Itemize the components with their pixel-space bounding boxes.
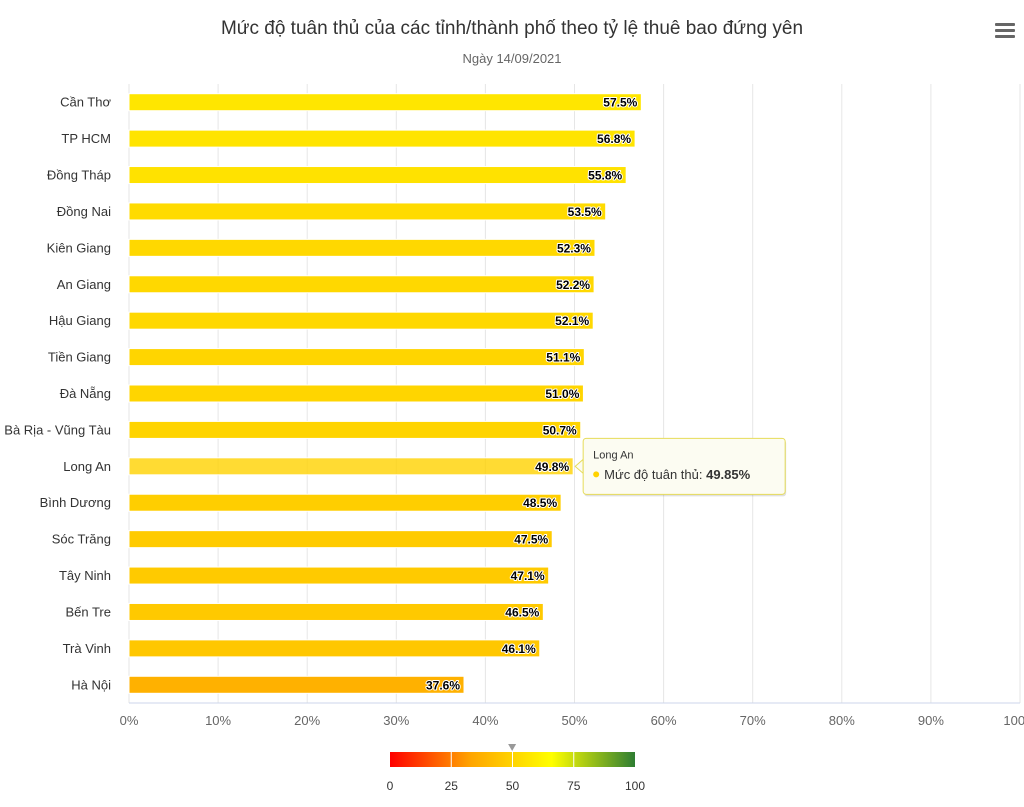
data-label: 53.5% — [568, 205, 602, 219]
bar[interactable] — [128, 166, 627, 185]
category-label: Kiên Giang — [47, 240, 111, 255]
legend-tick-label: 0 — [387, 779, 394, 793]
x-tick-label: 80% — [829, 713, 855, 728]
category-label: Tiền Giang — [48, 350, 111, 365]
category-label: Long An — [63, 459, 111, 474]
x-tick-label: 0% — [120, 713, 139, 728]
data-label: 52.3% — [557, 241, 591, 255]
category-label: Bến Tre — [65, 604, 111, 619]
data-label: 46.1% — [502, 642, 536, 656]
x-tick-label: 10% — [205, 713, 231, 728]
bar[interactable] — [128, 530, 553, 549]
chart-subtitle: Ngày 14/09/2021 — [462, 51, 561, 66]
category-label: Đồng Nai — [57, 204, 111, 219]
value-axis: 0% 10% 20% 30% 40% 50% 60% 70% 80% 90% 100% — [120, 702, 1024, 728]
data-label: 48.5% — [523, 496, 557, 510]
tooltip-category: Long An — [593, 449, 633, 461]
tooltip-value: 49.85% — [706, 467, 751, 482]
data-label: 49.8% — [535, 460, 569, 474]
tooltip-box — [582, 437, 786, 495]
bar[interactable] — [128, 129, 636, 148]
data-label: 55.8% — [588, 169, 622, 183]
tooltip-series-name: Mức độ tuân thủ: — [604, 467, 706, 482]
x-tick-label: 30% — [383, 713, 409, 728]
category-label: Hà Nội — [71, 677, 111, 692]
data-label: 52.2% — [556, 278, 590, 292]
category-label: Trà Vinh — [63, 641, 111, 656]
data-label: 57.5% — [603, 96, 637, 110]
legend-tick-label: 100 — [625, 779, 645, 793]
data-label: 56.8% — [597, 132, 631, 146]
bar[interactable] — [128, 420, 582, 439]
bar[interactable] — [128, 602, 544, 621]
menu-line — [995, 29, 1015, 32]
menu-line — [995, 23, 1015, 26]
chart-title: Mức độ tuân thủ của các tỉnh/thành phố t… — [221, 18, 803, 39]
tooltip: Long An Mức độ tuân thủ: 49.85% — [574, 437, 787, 497]
data-label: 51.1% — [546, 351, 580, 365]
bar[interactable] — [128, 311, 594, 330]
bar[interactable] — [128, 566, 550, 585]
bar[interactable] — [128, 93, 642, 112]
bar[interactable] — [128, 493, 562, 512]
data-label: 50.7% — [543, 423, 577, 437]
data-labels: 57.5% 56.8% 55.8% 53.5% 52.3% 52.2% 52.1% 51.1%… — [425, 95, 639, 694]
x-tick-label: 40% — [472, 713, 498, 728]
category-label: Cần Thơ — [60, 95, 111, 110]
x-tick-label: 90% — [918, 713, 944, 728]
bar[interactable] — [128, 238, 596, 257]
category-label: Đồng Tháp — [47, 168, 111, 183]
data-label: 51.0% — [545, 387, 579, 401]
bar[interactable] — [128, 384, 584, 403]
bar[interactable] — [128, 275, 595, 294]
category-axis: Cần Thơ TP HCM Đồng Tháp Đồng Nai Kiên Giang… — [4, 95, 111, 693]
color-legend: 0 25 50 75 100 — [387, 744, 645, 793]
category-label: Hậu Giang — [49, 313, 111, 328]
legend-tick-label: 50 — [506, 779, 520, 793]
data-label: 47.5% — [514, 533, 548, 547]
category-label: Tây Ninh — [59, 568, 111, 583]
tooltip-series: Mức độ tuân thủ: 49.85% — [604, 467, 750, 482]
x-tick-label: 50% — [561, 713, 587, 728]
legend-tick-label: 25 — [445, 779, 459, 793]
menu-line — [995, 35, 1015, 38]
legend-marker-icon — [508, 744, 517, 751]
x-tick-label: 60% — [651, 713, 677, 728]
bar[interactable] — [128, 202, 607, 221]
category-label: Bà Rịa - Vũng Tàu — [4, 422, 111, 437]
category-label: An Giang — [57, 277, 111, 292]
x-tick-label: 20% — [294, 713, 320, 728]
category-label: Bình Dương — [40, 495, 111, 510]
tooltip-pointer — [574, 458, 584, 475]
data-label: 47.1% — [511, 569, 545, 583]
bar[interactable] — [128, 457, 574, 476]
category-label: TP HCM — [61, 131, 111, 146]
bar[interactable] — [128, 348, 585, 367]
tooltip-dot-icon — [593, 471, 600, 478]
category-label: Đà Nẵng — [60, 386, 111, 401]
bars — [128, 93, 642, 694]
bar[interactable] — [128, 639, 541, 658]
bar[interactable] — [128, 675, 465, 694]
x-tick-label: 70% — [740, 713, 766, 728]
data-label: 46.5% — [505, 605, 539, 619]
x-tick-label: 100% — [1003, 713, 1024, 728]
data-label: 52.1% — [555, 314, 589, 328]
data-label: 37.6% — [426, 678, 460, 692]
category-label: Sóc Trăng — [52, 532, 111, 547]
hamburger-menu-icon[interactable] — [992, 20, 1018, 44]
legend-tick-label: 75 — [567, 779, 581, 793]
